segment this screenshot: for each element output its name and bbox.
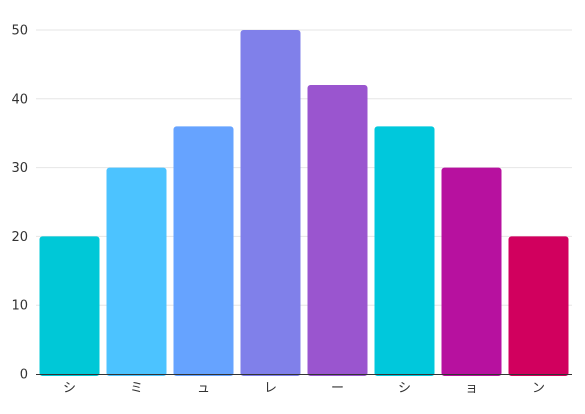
x-tick-label: ー — [331, 381, 344, 396]
bar-5 — [307, 85, 368, 376]
y-tick-label: 10 — [11, 299, 28, 314]
x-tick-label: ン — [532, 381, 545, 396]
x-tick-label: ミ — [130, 381, 143, 396]
bar-7 — [441, 167, 502, 376]
bar-3 — [173, 126, 234, 376]
y-tick-label: 30 — [11, 161, 28, 176]
x-tick-labels: シミュレーション — [63, 381, 545, 396]
x-tick-label: ュ — [197, 381, 210, 396]
y-tick-label: 50 — [11, 24, 28, 39]
x-tick-label: シ — [398, 381, 411, 396]
y-tick-label: 0 — [20, 368, 28, 383]
bar-4 — [240, 30, 301, 376]
x-tick-label: シ — [63, 381, 76, 396]
x-tick-label: ョ — [465, 381, 478, 396]
y-tick-labels: 0 10 20 30 40 50 — [11, 24, 28, 383]
bar-1 — [39, 236, 100, 376]
bars-layer — [39, 30, 569, 376]
y-tick-label: 40 — [11, 92, 28, 107]
x-tick-label: レ — [264, 381, 277, 396]
bar-2 — [106, 167, 167, 376]
bar-8 — [508, 236, 569, 376]
bar-6 — [374, 126, 435, 376]
y-tick-label: 20 — [11, 230, 28, 245]
